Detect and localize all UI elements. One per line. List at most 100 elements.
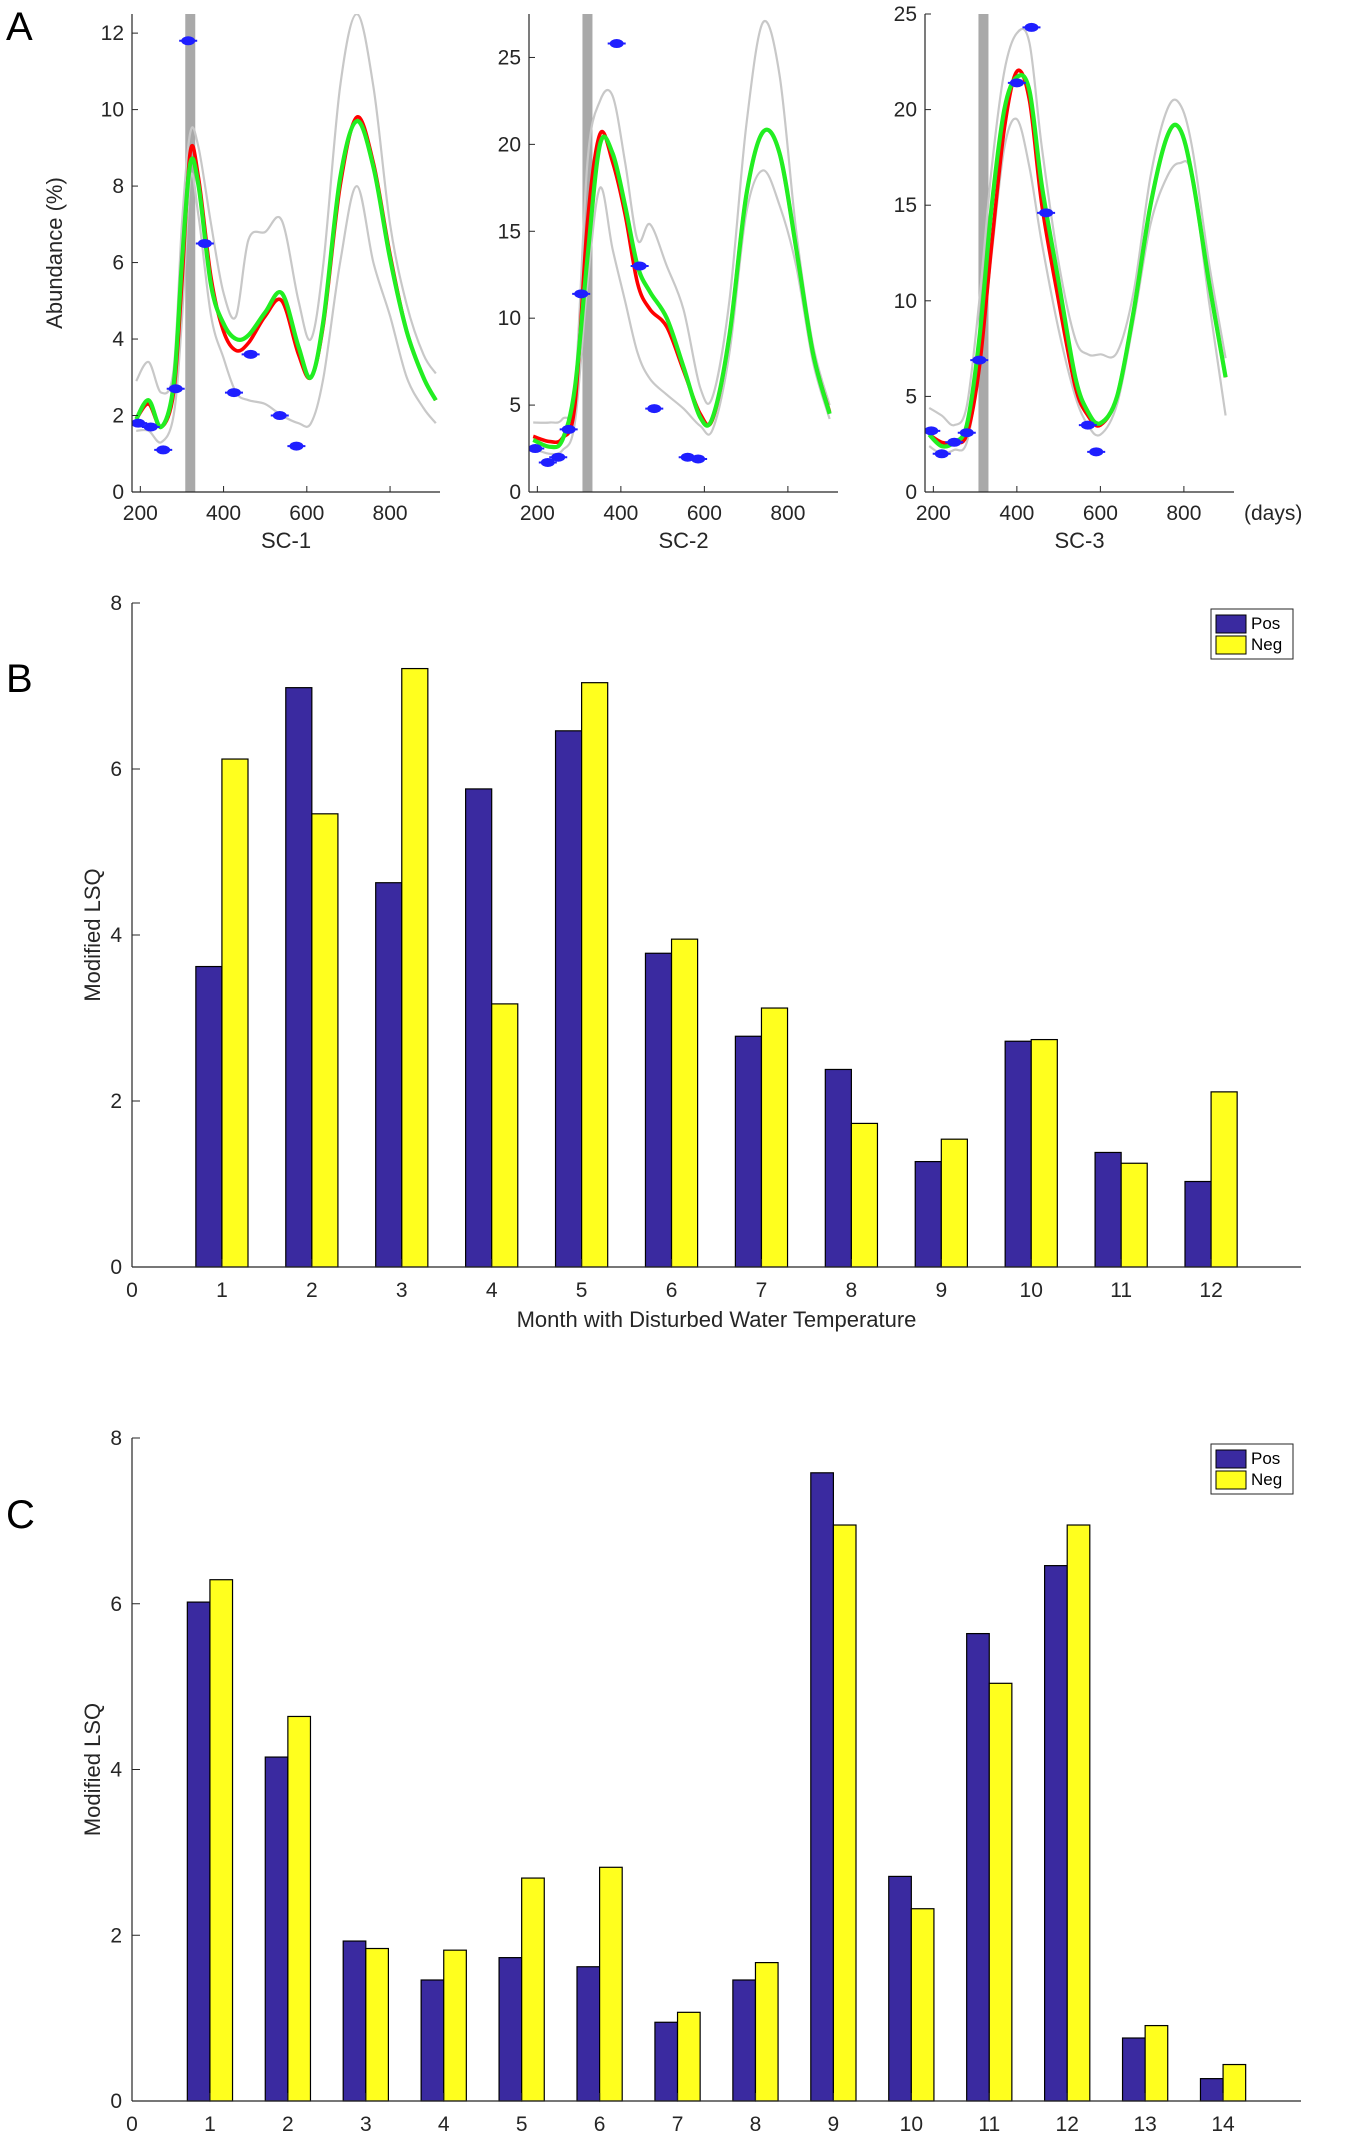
bar-neg-11 <box>988 1682 1013 2102</box>
x-tick-label: 0 <box>126 2113 138 2136</box>
x-axis-label: SC-3 <box>1054 528 1104 553</box>
bar-pos-6 <box>644 952 673 1268</box>
bar-pos-5 <box>554 730 583 1268</box>
x-tick-label: 11 <box>978 2113 1000 2136</box>
x-tick-label: 800 <box>770 502 805 525</box>
legend-swatch-pos <box>1215 1449 1247 1469</box>
x-tick-label: 13 <box>1133 2113 1156 2136</box>
bar-neg-3 <box>401 667 429 1268</box>
x-tick-label: 10 <box>1020 1279 1043 1302</box>
y-tick-label: 8 <box>110 1427 122 1450</box>
legend-label-pos: Pos <box>1251 614 1280 633</box>
bar-neg-2 <box>311 813 339 1268</box>
x-tick-label: 0 <box>126 1279 138 1302</box>
y-tick-label: 0 <box>110 2090 122 2113</box>
y-axis-label: Abundance (%) <box>42 177 67 329</box>
y-tick-label: 25 <box>894 3 917 26</box>
x-axis-label: Month with Disturbed Water Temperature <box>517 1307 917 1332</box>
x-tick-label: 4 <box>438 2113 450 2136</box>
legend: Pos Neg <box>1210 608 1294 660</box>
y-tick-label: 5 <box>509 394 521 417</box>
bar-pos-6 <box>576 1966 601 2102</box>
x-tick-label: 1 <box>204 2113 216 2136</box>
x-tick-label: 200 <box>916 502 951 525</box>
y-tick-label: 4 <box>110 924 122 947</box>
chart-sc-2: 0 5 10 15 20 25 200 400 600 800 SC-2 <box>498 14 838 553</box>
bar-neg-3 <box>365 1947 390 2102</box>
bar-neg-5 <box>581 682 609 1268</box>
series-lower-envelope <box>532 169 831 456</box>
panel-label-b: B <box>6 657 33 701</box>
legend-swatch-neg <box>1215 1470 1247 1490</box>
panel-label-a: A <box>6 5 33 49</box>
legend-label-pos: Pos <box>1251 1449 1280 1468</box>
bar-neg-4 <box>443 1949 467 2102</box>
x-tick-label: 6 <box>666 1279 678 1302</box>
x-tick-label: 10 <box>900 2113 923 2136</box>
chart-sc-id: 0246801234567891011121314SC IDModified L… <box>80 1427 1301 2136</box>
x-tick-label: 800 <box>1166 502 1201 525</box>
series-fit-green <box>927 73 1228 449</box>
bar-pos-11 <box>1094 1151 1122 1268</box>
legend-swatch-neg <box>1215 635 1247 655</box>
y-tick-label: 25 <box>498 46 521 69</box>
bar-neg-12 <box>1210 1091 1238 1268</box>
bar-pos-1 <box>186 1601 211 2102</box>
x-tick-label: 200 <box>520 502 555 525</box>
y-tick-label: 2 <box>110 1924 122 1947</box>
plot-area <box>529 14 832 492</box>
bar-pos-13 <box>1121 2037 1146 2102</box>
y-tick-label: 10 <box>498 307 521 330</box>
legend-label-neg: Neg <box>1251 1470 1282 1489</box>
bar-pos-12 <box>1184 1180 1212 1268</box>
x-axis-label: SC-2 <box>658 528 708 553</box>
x-tick-label: 600 <box>1083 502 1118 525</box>
bar-neg-6 <box>598 1866 623 2102</box>
series-fit-green <box>532 127 832 450</box>
x-tick-label: 600 <box>687 502 722 525</box>
bar-neg-7 <box>760 1007 789 1268</box>
bar-neg-9 <box>940 1138 968 1268</box>
bar-pos-4 <box>420 1979 445 2102</box>
bar-neg-4 <box>491 1003 519 1268</box>
x-tick-label: 6 <box>594 2113 606 2136</box>
x-tick-label: 400 <box>999 502 1034 525</box>
x-tick-label: 2 <box>282 2113 294 2136</box>
legend: Pos Neg <box>1210 1443 1294 1495</box>
x-tick-label: 7 <box>672 2113 684 2136</box>
y-tick-label: 12 <box>101 22 124 45</box>
x-tick-label: 400 <box>603 502 638 525</box>
y-tick-label: 8 <box>110 592 122 615</box>
x-tick-label: 2 <box>306 1279 318 1302</box>
bar-neg-7 <box>676 2011 701 2102</box>
y-axis-label: Modified LSQ <box>80 1703 105 1836</box>
y-tick-label: 2 <box>112 405 124 428</box>
bar-pos-7 <box>734 1035 763 1268</box>
bar-neg-6 <box>670 938 699 1268</box>
bar-pos-5 <box>498 1957 523 2102</box>
y-tick-label: 10 <box>101 99 124 122</box>
bar-neg-14 <box>1222 2063 1247 2102</box>
x-tick-label: 12 <box>1199 1279 1222 1302</box>
x-tick-label: 3 <box>360 2113 372 2136</box>
y-tick-label: 20 <box>894 99 917 122</box>
bar-pos-2 <box>264 1756 289 2102</box>
x-tick-label: 8 <box>750 2113 762 2136</box>
x-tick-label: 800 <box>373 502 408 525</box>
bar-pos-10 <box>888 1875 912 2102</box>
bar-neg-1 <box>209 1579 234 2102</box>
bar-neg-10 <box>910 1908 935 2102</box>
bar-pos-9 <box>810 1472 834 2102</box>
y-tick-label: 4 <box>110 1759 122 1782</box>
y-tick-label: 6 <box>110 1593 122 1616</box>
bar-neg-9 <box>832 1524 857 2102</box>
bar-pos-4 <box>465 788 493 1268</box>
bar-pos-14 <box>1199 2078 1224 2102</box>
panel-label-c: C <box>6 1493 35 1537</box>
bar-pos-2 <box>285 687 313 1268</box>
plot-area <box>925 14 1228 492</box>
y-tick-label: 0 <box>905 481 917 504</box>
y-tick-label: 20 <box>498 133 521 156</box>
